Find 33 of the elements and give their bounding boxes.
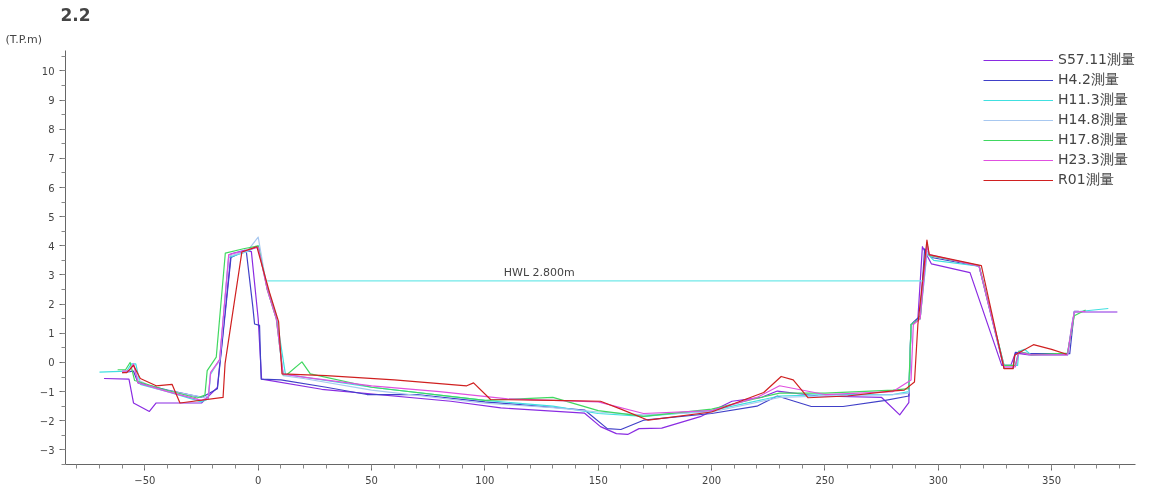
x-tick-label: 350 xyxy=(1042,474,1062,486)
y-tick-label: 8 xyxy=(48,124,55,136)
x-tick-label: 50 xyxy=(365,474,378,486)
y-tick-label: 3 xyxy=(48,269,55,281)
y-tick-label: 5 xyxy=(48,211,55,223)
legend-label: H17.8測量 xyxy=(1058,131,1128,149)
y-tick-label: −1 xyxy=(39,386,55,398)
y-tick-label: 6 xyxy=(48,182,55,194)
legend-label: H4.2測量 xyxy=(1058,71,1119,89)
y-tick-label: −2 xyxy=(39,415,55,427)
legend-label: H14.8測量 xyxy=(1058,111,1128,129)
x-tick-label: −50 xyxy=(134,474,156,486)
x-tick-label: 200 xyxy=(702,474,722,486)
y-tick-label: 10 xyxy=(41,65,55,77)
y-tick-label: 4 xyxy=(48,240,55,252)
x-tick-label: 100 xyxy=(475,474,495,486)
y-axis-title: (T.P.m) xyxy=(5,32,43,46)
y-tick-label: 0 xyxy=(48,357,55,369)
x-tick-label: 150 xyxy=(588,474,608,486)
y-tick-label: −3 xyxy=(39,444,55,456)
legend-label: R01測量 xyxy=(1058,171,1114,189)
y-tick-label: 9 xyxy=(48,95,55,107)
y-tick-label: 7 xyxy=(48,153,55,165)
chart-title: 2.2 xyxy=(60,4,91,25)
annotation: HWL 2.800m xyxy=(503,265,575,279)
y-tick-label: 2 xyxy=(48,299,55,311)
x-tick-label: 0 xyxy=(255,474,262,486)
y-tick-label: 1 xyxy=(48,328,55,340)
legend-label: H23.3測量 xyxy=(1058,151,1128,169)
legend-label: H11.3測量 xyxy=(1058,91,1128,109)
legend-label: S57.11測量 xyxy=(1058,51,1135,69)
x-tick-label: 250 xyxy=(815,474,835,486)
x-tick-label: 300 xyxy=(928,474,948,486)
